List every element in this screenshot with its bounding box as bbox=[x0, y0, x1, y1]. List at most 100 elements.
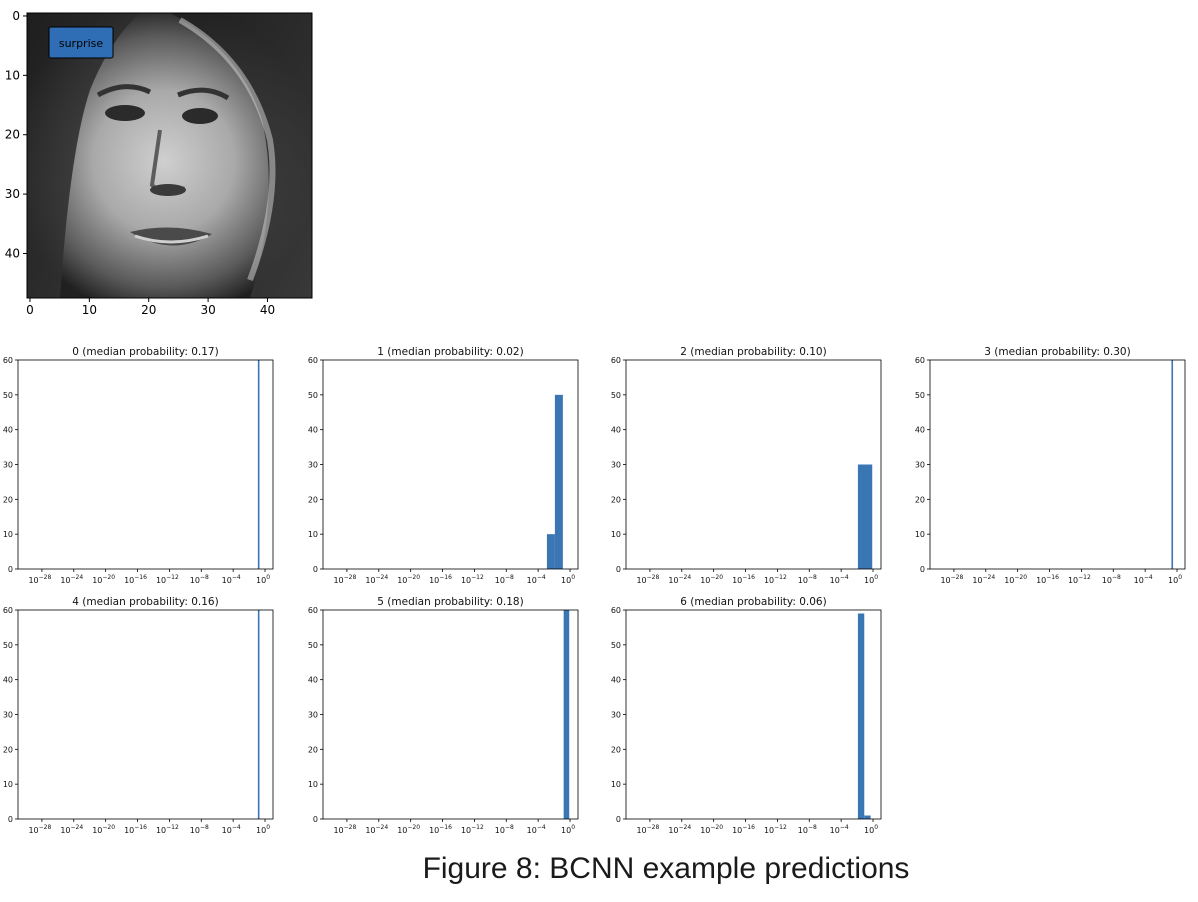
y-tick-label: 40 bbox=[3, 426, 13, 435]
x-tick-label: 10−4 bbox=[830, 574, 849, 585]
x-tick-label: 10−28 bbox=[636, 824, 659, 835]
image-y-tick-label: 20 bbox=[5, 128, 20, 142]
y-tick-label: 0 bbox=[8, 815, 13, 824]
y-tick-label: 20 bbox=[915, 495, 925, 504]
x-tick-label: 10−12 bbox=[1068, 574, 1091, 585]
y-tick-label: 30 bbox=[3, 711, 13, 720]
y-tick-label: 10 bbox=[611, 530, 621, 539]
image-y-tick-label: 0 bbox=[12, 9, 20, 23]
face-image bbox=[27, 13, 312, 298]
x-tick-label: 10−16 bbox=[1036, 574, 1059, 585]
y-tick-label: 20 bbox=[611, 495, 621, 504]
y-tick-label: 40 bbox=[611, 676, 621, 685]
histogram-bar bbox=[257, 610, 260, 819]
x-tick-label: 10−28 bbox=[636, 574, 659, 585]
x-tick-label: 10−16 bbox=[732, 574, 755, 585]
y-tick-label: 10 bbox=[3, 780, 13, 789]
x-tick-label: 10−8 bbox=[798, 574, 817, 585]
histogram-panel-4: 4 (median probability: 0.16) 0 10 20 30 40 50 6… bbox=[3, 596, 274, 835]
histogram-panel-0: 0 (median probability: 0.17) 0 10 20 30 40 50 6… bbox=[3, 346, 274, 585]
image-y-tick-label: 30 bbox=[5, 187, 20, 201]
y-tick-label: 50 bbox=[308, 641, 318, 650]
y-tick-label: 60 bbox=[3, 356, 13, 365]
axes-frame bbox=[625, 609, 882, 820]
histogram-panel-5: 5 (median probability: 0.18) 0 10 20 30 40 50 6… bbox=[308, 596, 579, 835]
y-tick-label: 20 bbox=[611, 745, 621, 754]
x-tick-label: 10−12 bbox=[461, 574, 484, 585]
image-x-tick-label: 0 bbox=[26, 303, 34, 317]
axes-frame bbox=[929, 359, 1186, 570]
histogram-bar bbox=[857, 464, 873, 569]
y-tick-label: 60 bbox=[611, 606, 621, 615]
y-tick-label: 60 bbox=[308, 606, 318, 615]
y-tick-label: 30 bbox=[308, 711, 318, 720]
x-tick-label: 10−8 bbox=[495, 824, 514, 835]
y-tick-label: 30 bbox=[308, 461, 318, 470]
axes-frame bbox=[625, 359, 882, 570]
histogram-bar bbox=[257, 360, 260, 569]
y-tick-label: 40 bbox=[308, 426, 318, 435]
x-tick-label: 10−8 bbox=[190, 574, 209, 585]
y-tick-label: 60 bbox=[308, 356, 318, 365]
axes-frame bbox=[322, 609, 579, 820]
y-tick-label: 0 bbox=[313, 565, 318, 574]
x-tick-label: 10−20 bbox=[92, 574, 115, 585]
y-tick-label: 10 bbox=[308, 530, 318, 539]
x-tick-label: 10−16 bbox=[429, 824, 452, 835]
y-tick-label: 10 bbox=[3, 530, 13, 539]
x-tick-label: 10−12 bbox=[156, 824, 179, 835]
x-tick-label: 10−12 bbox=[461, 824, 484, 835]
x-tick-label: 10−4 bbox=[222, 824, 241, 835]
x-tick-label: 10−8 bbox=[1102, 574, 1121, 585]
y-tick-label: 0 bbox=[616, 565, 621, 574]
x-tick-label: 10−16 bbox=[124, 574, 147, 585]
histogram-bar bbox=[857, 613, 865, 819]
histogram-panel-6: 6 (median probability: 0.06) 0 10 20 30 40 50 6… bbox=[611, 596, 882, 835]
x-tick-label: 10−20 bbox=[700, 574, 723, 585]
x-tick-label: 10−16 bbox=[124, 824, 147, 835]
y-tick-label: 20 bbox=[3, 745, 13, 754]
figure-caption: Figure 8: BCNN example predictions bbox=[422, 852, 910, 885]
x-tick-label: 10−24 bbox=[60, 574, 83, 585]
x-tick-label: 100 bbox=[256, 574, 270, 585]
histogram-bar bbox=[864, 815, 871, 819]
image-x-tick-label: 10 bbox=[82, 303, 97, 317]
y-tick-label: 50 bbox=[611, 641, 621, 650]
y-tick-label: 40 bbox=[611, 426, 621, 435]
y-tick-label: 20 bbox=[308, 745, 318, 754]
y-tick-label: 10 bbox=[915, 530, 925, 539]
histogram-title: 2 (median probability: 0.10) bbox=[680, 346, 826, 358]
histogram-title: 5 (median probability: 0.18) bbox=[377, 596, 523, 608]
axes-frame bbox=[17, 359, 274, 570]
x-tick-label: 10−24 bbox=[668, 824, 691, 835]
y-tick-label: 50 bbox=[3, 641, 13, 650]
x-tick-label: 10−20 bbox=[1004, 574, 1027, 585]
x-tick-label: 10−4 bbox=[1134, 574, 1153, 585]
x-tick-label: 10−12 bbox=[764, 824, 787, 835]
surprise-label: surprise bbox=[48, 26, 114, 59]
x-tick-label: 10−12 bbox=[156, 574, 179, 585]
histogram-title: 6 (median probability: 0.06) bbox=[680, 596, 826, 608]
histogram-title: 0 (median probability: 0.17) bbox=[72, 346, 218, 358]
x-tick-label: 10−24 bbox=[365, 574, 388, 585]
x-tick-label: 10−8 bbox=[495, 574, 514, 585]
y-tick-label: 40 bbox=[3, 676, 13, 685]
x-tick-label: 10−24 bbox=[365, 824, 388, 835]
y-tick-label: 60 bbox=[915, 356, 925, 365]
x-tick-label: 10−16 bbox=[732, 824, 755, 835]
x-tick-label: 10−8 bbox=[190, 824, 209, 835]
y-tick-label: 20 bbox=[3, 495, 13, 504]
image-y-tick-label: 10 bbox=[5, 68, 20, 82]
face-image-panel: surprise 0 10 20 30 40 0 10 20 30 40 bbox=[5, 9, 313, 317]
y-tick-label: 0 bbox=[313, 815, 318, 824]
histogram-panel-1: 1 (median probability: 0.02) 0 10 20 30 40 50 6… bbox=[308, 346, 579, 585]
y-tick-label: 0 bbox=[8, 565, 13, 574]
axes-frame bbox=[17, 609, 274, 820]
x-tick-label: 10−12 bbox=[764, 574, 787, 585]
image-x-tick-label: 30 bbox=[200, 303, 215, 317]
axes-frame bbox=[322, 359, 579, 570]
histogram-panel-2: 2 (median probability: 0.10) 0 10 20 30 40 50 6… bbox=[611, 346, 882, 585]
x-tick-label: 10−28 bbox=[333, 824, 356, 835]
x-tick-label: 10−4 bbox=[222, 574, 241, 585]
x-tick-label: 10−8 bbox=[798, 824, 817, 835]
